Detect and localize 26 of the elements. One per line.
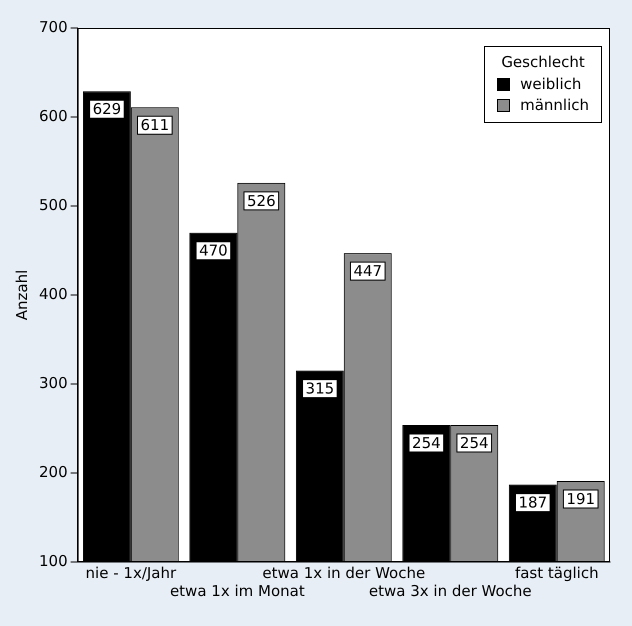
x-tick-label: fast täglich xyxy=(514,564,599,582)
y-tick-label: 600 xyxy=(38,106,68,125)
y-tick-label: 100 xyxy=(38,552,68,570)
legend-title: Geschlecht xyxy=(500,53,586,71)
legend-label: männlich xyxy=(520,96,589,114)
y-tick-label: 400 xyxy=(38,284,68,303)
data-label: 526 xyxy=(246,192,276,210)
data-label: 254 xyxy=(412,434,441,452)
data-label: 315 xyxy=(306,380,334,398)
y-tick-label: 200 xyxy=(38,462,68,481)
y-tick-label: 300 xyxy=(38,374,68,392)
data-label: 254 xyxy=(460,434,489,452)
x-tick-label: nie - 1x/Jahr xyxy=(86,564,178,582)
data-label: 447 xyxy=(353,262,382,280)
data-label: 191 xyxy=(566,490,596,508)
x-tick-label: etwa 1x im Monat xyxy=(170,582,305,600)
data-label: 470 xyxy=(199,242,228,260)
x-tick-label: etwa 1x in der Woche xyxy=(262,564,426,582)
data-label: 629 xyxy=(92,100,122,118)
y-tick-label: 500 xyxy=(38,196,68,214)
y-axis-title: Anzahl xyxy=(12,270,31,320)
x-tick-label: etwa 3x in der Woche xyxy=(368,582,532,600)
data-label: 187 xyxy=(518,493,548,512)
legend-label: weiblich xyxy=(520,75,582,93)
y-tick-label: 700 xyxy=(38,18,68,36)
data-label: 611 xyxy=(140,116,170,134)
